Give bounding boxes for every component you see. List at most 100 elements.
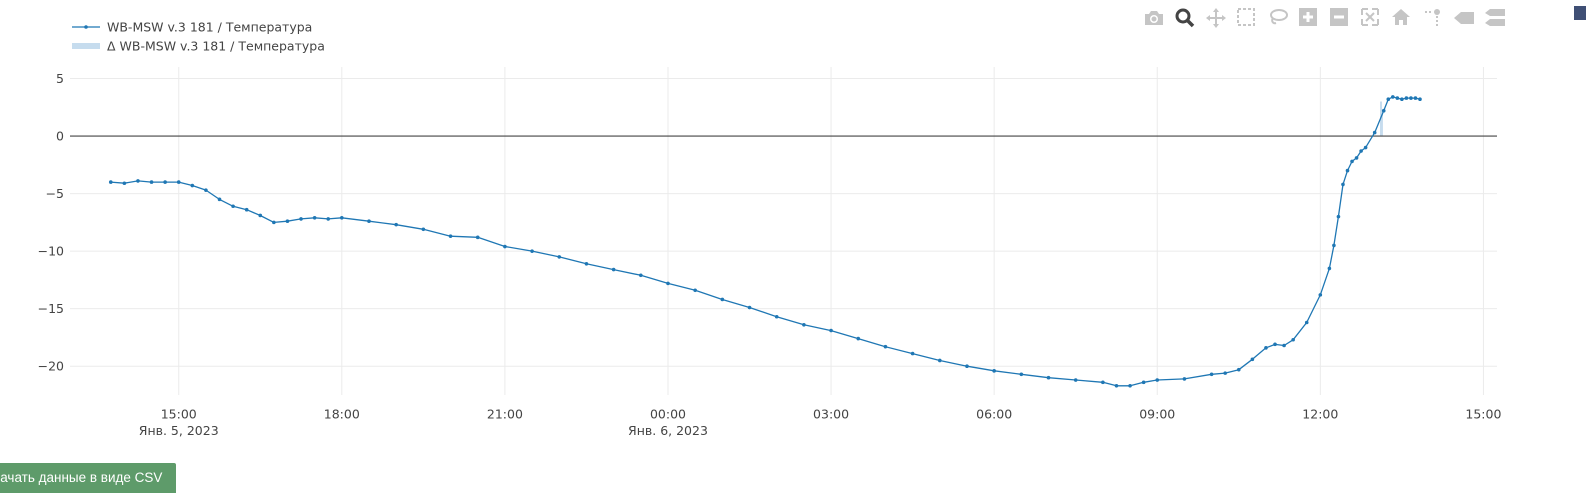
y-axis-ticks: 5 0 −5 −10 −15 −20: [38, 71, 64, 374]
data-point: [1073, 378, 1078, 382]
data-point: [1128, 383, 1132, 388]
x-tick-label: 12:00: [1302, 407, 1338, 422]
data-point: [1350, 159, 1354, 164]
modebar: [1140, 4, 1512, 30]
lasso-icon[interactable]: [1264, 4, 1290, 30]
data-point: [1359, 149, 1363, 153]
data-point: [1372, 130, 1377, 135]
data-point: [1155, 378, 1160, 382]
data-point: [937, 358, 942, 363]
home-icon[interactable]: [1388, 4, 1414, 30]
pan-icon[interactable]: [1202, 4, 1228, 30]
data-point: [774, 314, 779, 319]
y-tick-label: 5: [56, 71, 64, 86]
data-point: [1413, 96, 1418, 100]
data-point: [1395, 96, 1400, 100]
x-tick-label: 00:00: [650, 407, 686, 422]
y-tick-label: −10: [38, 244, 64, 259]
download-csv-button[interactable]: качать данные в виде CSV: [0, 463, 177, 493]
spike-lines-icon[interactable]: [1419, 4, 1445, 30]
data-point: [1327, 266, 1332, 271]
data-point: [258, 213, 263, 218]
data-point: [1101, 380, 1105, 385]
legend-label-delta: Δ WB-MSW v.3 181 / Температура: [107, 39, 325, 54]
data-point: [204, 188, 208, 192]
hover-closest-icon[interactable]: [1450, 4, 1476, 30]
data-point: [108, 180, 113, 184]
data-point: [829, 328, 833, 333]
data-point: [1236, 367, 1241, 372]
data-point: [1019, 372, 1024, 377]
data-point: [1273, 342, 1277, 347]
data-point: [992, 369, 996, 373]
x-tick-label: 15:00: [161, 407, 197, 422]
data-point: [1318, 293, 1323, 297]
zoom-in-icon[interactable]: [1295, 4, 1321, 30]
data-point: [1386, 97, 1391, 102]
camera-icon[interactable]: [1140, 4, 1166, 30]
legend: WB-MSW v.3 181 / Температура Δ WB-MSW v.…: [72, 20, 325, 54]
data-point: [1046, 375, 1051, 380]
x-tick-label: 15:00: [1465, 407, 1501, 422]
data-point: [856, 336, 861, 341]
data-point: [1332, 243, 1336, 248]
temperature-series[interactable]: [108, 95, 1422, 388]
data-point: [475, 235, 480, 240]
data-point: [747, 305, 752, 310]
data-point: [1363, 145, 1368, 150]
y-tick-label: −15: [38, 301, 64, 316]
data-point: [367, 219, 371, 224]
data-point: [1341, 182, 1345, 187]
y-tick-label: 0: [56, 129, 64, 144]
zoom-icon[interactable]: [1171, 4, 1197, 30]
data-point: [299, 217, 303, 221]
data-point: [272, 220, 276, 225]
data-point: [1336, 214, 1341, 219]
data-point: [1409, 96, 1413, 100]
data-point: [639, 273, 643, 278]
data-point: [231, 204, 235, 209]
data-point: [176, 180, 181, 184]
data-point: [720, 297, 725, 302]
x-tick-label: 06:00: [976, 407, 1012, 422]
data-point: [340, 215, 344, 220]
data-point: [1209, 372, 1214, 377]
data-point: [1264, 346, 1268, 350]
autoscale-icon[interactable]: [1357, 4, 1383, 30]
data-point: [1250, 357, 1255, 362]
data-point: [802, 322, 806, 327]
box-select-icon[interactable]: [1233, 4, 1259, 30]
data-point: [136, 179, 140, 183]
data-point: [394, 222, 398, 227]
data-point: [448, 234, 453, 238]
data-point: [584, 262, 589, 266]
data-point: [1114, 383, 1119, 388]
data-point: [1223, 371, 1227, 375]
data-point: [1345, 168, 1350, 173]
data-point: [883, 344, 888, 349]
y-tick-label: −5: [46, 186, 64, 201]
hover-compare-icon[interactable]: [1481, 4, 1507, 30]
data-point: [965, 364, 969, 369]
data-point: [1141, 380, 1146, 385]
x-tick-label: 18:00: [324, 407, 360, 422]
plotly-logo-icon[interactable]: [1574, 6, 1586, 20]
zoom-out-icon[interactable]: [1326, 4, 1352, 30]
data-point: [503, 244, 507, 249]
data-point: [693, 288, 697, 293]
x-tick-label: 03:00: [813, 407, 849, 422]
y-tick-label: −20: [38, 359, 64, 374]
x-tick-date-label: Янв. 6, 2023: [628, 423, 708, 438]
data-point: [666, 281, 670, 286]
data-point: [1400, 97, 1404, 102]
data-point: [190, 183, 195, 188]
legend-item-temperature[interactable]: WB-MSW v.3 181 / Температура: [72, 20, 312, 35]
data-point: [1404, 96, 1409, 100]
data-point: [217, 197, 222, 202]
x-tick-label: 21:00: [487, 407, 523, 422]
x-tick-date-label: Янв. 5, 2023: [139, 423, 219, 438]
data-point: [285, 219, 290, 224]
legend-item-delta[interactable]: Δ WB-MSW v.3 181 / Температура: [72, 39, 325, 54]
